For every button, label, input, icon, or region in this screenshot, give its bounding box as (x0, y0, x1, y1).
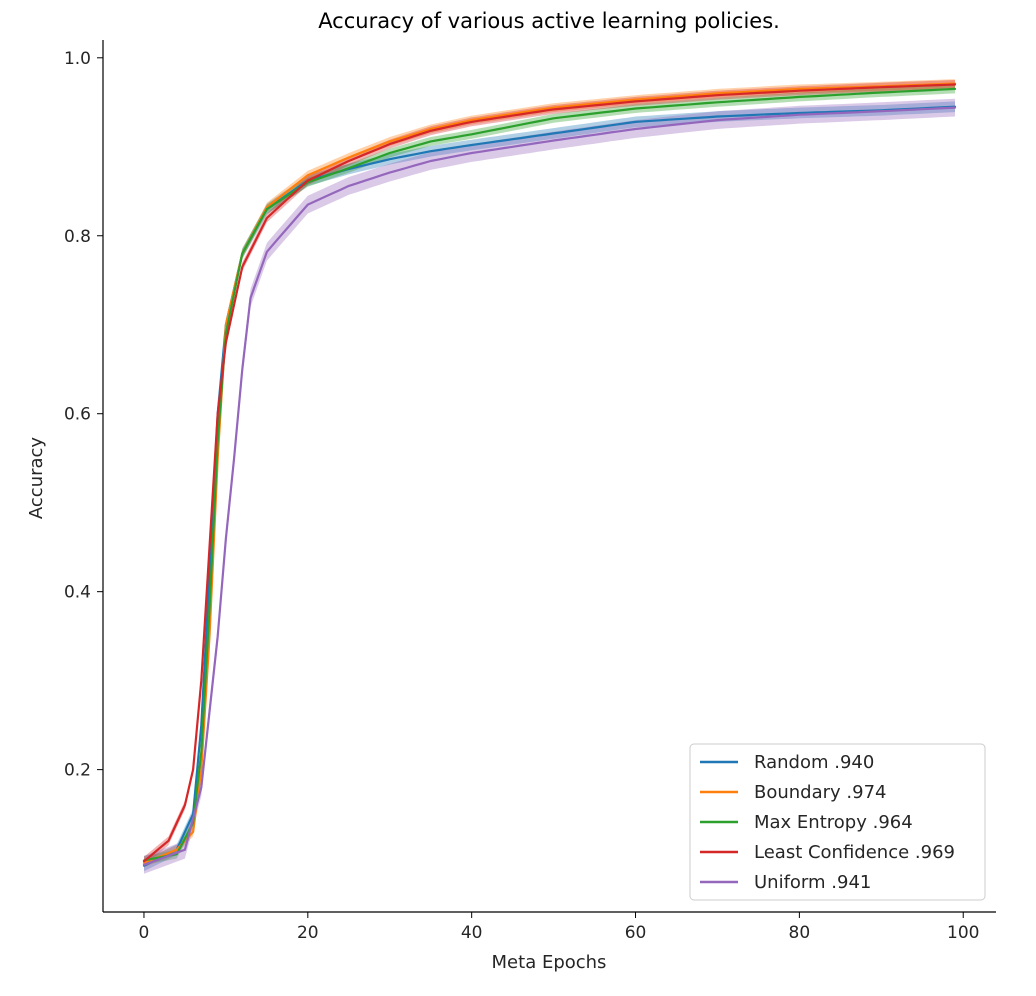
x-tick-label: 80 (789, 923, 811, 943)
x-axis-ticks: 0 20 40 60 80 100 (139, 912, 979, 943)
x-tick-label: 20 (297, 923, 319, 943)
line-least-confidence-969 (142, 83, 957, 863)
x-tick-label: 0 (139, 923, 150, 943)
legend-label: Uniform .941 (754, 872, 871, 893)
legend-frame (689, 743, 986, 901)
y-tick-label: 0.2 (64, 761, 91, 781)
legend-label: Random .940 (754, 752, 874, 773)
x-tick-label: 100 (947, 923, 979, 943)
series-lines (142, 82, 957, 867)
x-axis-label: Meta Epochs (492, 952, 607, 973)
line-uniform-941 (142, 106, 957, 866)
chart-title: Accuracy of various active learning poli… (318, 9, 780, 33)
legend-label: Least Confidence .969 (754, 842, 955, 863)
line-max-entropy-964 (142, 87, 957, 862)
y-tick-label: 0.8 (64, 227, 91, 247)
legend: Random .940 Boundary .974 Max Entropy .964… (689, 743, 986, 901)
y-tick-label: 1.0 (64, 49, 91, 69)
x-tick-label: 40 (461, 923, 483, 943)
x-tick-label: 60 (625, 923, 647, 943)
y-axis-ticks: 0.2 0.4 0.6 0.8 1.0 (64, 49, 103, 781)
y-tick-label: 0.6 (64, 405, 91, 425)
legend-label: Max Entropy .964 (754, 812, 913, 833)
line-boundary-974 (142, 82, 957, 865)
y-tick-label: 0.4 (64, 583, 91, 603)
y-axis-label: Accuracy (26, 437, 47, 520)
legend-label: Boundary .974 (754, 782, 887, 803)
